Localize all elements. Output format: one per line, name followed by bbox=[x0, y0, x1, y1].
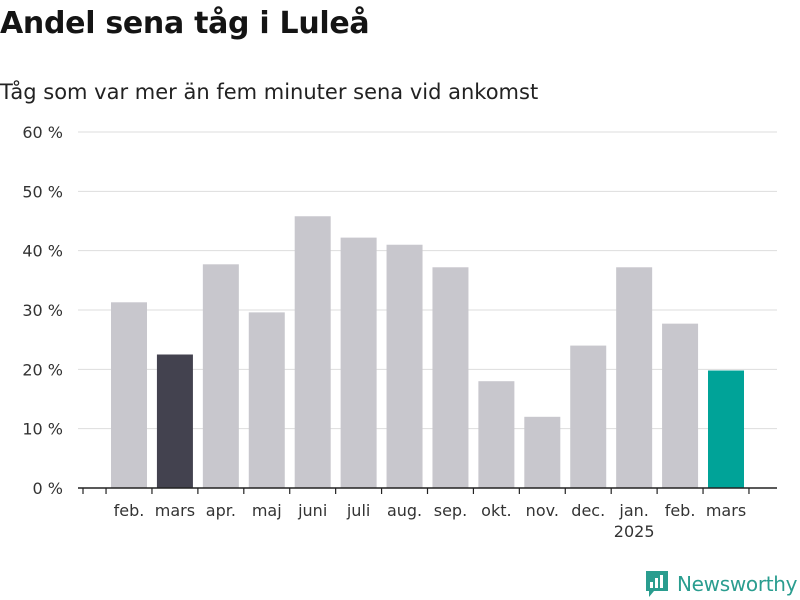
x-axis bbox=[78, 487, 777, 494]
x-tick-label: feb. bbox=[665, 501, 696, 520]
x-tick-label: aug. bbox=[387, 501, 422, 520]
brand-logo: Newsworthy bbox=[645, 570, 798, 598]
newsworthy-logo-icon bbox=[646, 571, 668, 597]
bar-3 bbox=[248, 312, 285, 488]
x-tick-label: mars bbox=[155, 501, 195, 520]
bar-12 bbox=[662, 323, 699, 488]
bar-13 bbox=[708, 370, 744, 488]
x-tick-label: mars bbox=[706, 501, 746, 520]
bar-9 bbox=[524, 416, 561, 488]
x-tick-label: nov. bbox=[526, 501, 559, 520]
bar-0 bbox=[111, 302, 147, 488]
x-tick-label: dec. bbox=[571, 501, 605, 520]
bars bbox=[111, 216, 744, 488]
x-tick-label: jan. bbox=[618, 501, 648, 520]
x-tick-label: sep. bbox=[434, 501, 467, 520]
bar-10 bbox=[570, 345, 607, 488]
bar-6 bbox=[386, 244, 423, 488]
y-axis-ticks: 0 % 10 % 20 % 30 % 40 % 50 % 60 % bbox=[22, 123, 63, 498]
bar-11 bbox=[616, 267, 653, 488]
y-tick-label: 30 % bbox=[22, 301, 63, 320]
y-tick-label: 0 % bbox=[33, 479, 63, 498]
x-tick-label: juni bbox=[297, 501, 327, 520]
x-tick-label: apr. bbox=[206, 501, 236, 520]
x-tick-label: maj bbox=[252, 501, 282, 520]
chart-title: Andel sena tåg i Luleå bbox=[0, 6, 370, 41]
bar-7 bbox=[432, 267, 469, 488]
bar-8 bbox=[478, 381, 515, 488]
bar-2 bbox=[202, 264, 239, 488]
y-tick-label: 40 % bbox=[22, 242, 63, 261]
x-tick-label: juli bbox=[346, 501, 370, 520]
x-tick-year-label: 2025 bbox=[614, 522, 655, 541]
x-axis-ticks: feb. mars apr. maj juni juli aug. sep. okt. nov. d… bbox=[114, 501, 747, 541]
gridlines bbox=[78, 131, 777, 430]
x-tick-label: okt. bbox=[481, 501, 511, 520]
bar-5 bbox=[340, 237, 377, 488]
bar-1 bbox=[156, 354, 193, 488]
bar-chart: 0 % 10 % 20 % 30 % 40 % 50 % 60 % feb. mars apr.… bbox=[22, 123, 777, 541]
brand-name: Newsworthy bbox=[677, 572, 798, 596]
chart-subtitle: Tåg som var mer än fem minuter sena vid … bbox=[0, 80, 539, 104]
y-tick-label: 10 % bbox=[22, 420, 63, 439]
x-tick-label: feb. bbox=[114, 501, 145, 520]
y-tick-label: 50 % bbox=[22, 182, 63, 201]
y-tick-label: 20 % bbox=[22, 360, 63, 379]
y-tick-label: 60 % bbox=[22, 123, 63, 142]
bar-4 bbox=[294, 216, 331, 488]
